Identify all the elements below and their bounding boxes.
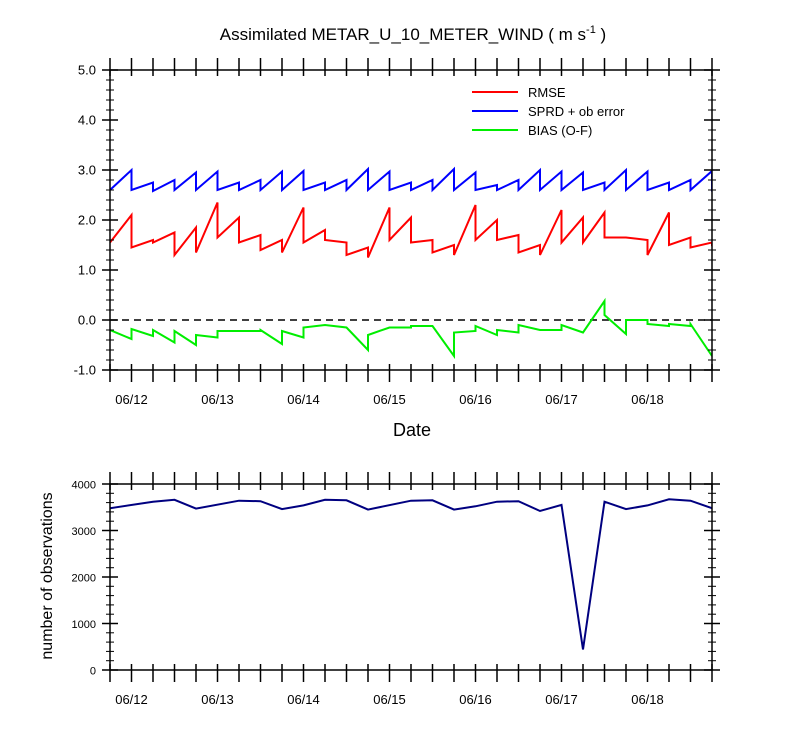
bottom-xtick-label: 06/15 <box>373 692 406 707</box>
top-ytick-label: -1.0 <box>74 363 96 378</box>
bottom-ytick-label: 0 <box>90 666 96 678</box>
bottom-ytick-label: 1000 <box>72 619 96 631</box>
bottom-xtick-label: 06/16 <box>459 692 492 707</box>
top-series-line-sprd-ob-error <box>110 166 712 193</box>
top-ytick-label: 2.0 <box>78 213 96 228</box>
x-axis-label: Date <box>393 420 431 440</box>
top-series-line-bias-o-f <box>110 297 712 360</box>
top-ytick-label: 4.0 <box>78 113 96 128</box>
bottom-series-line-0 <box>110 498 712 650</box>
bottom-xtick-label: 06/12 <box>115 692 148 707</box>
top-xtick-label: 06/18 <box>631 392 664 407</box>
top-xtick-label: 06/14 <box>287 392 320 407</box>
top-ytick-label: 1.0 <box>78 263 96 278</box>
top-xtick-label: 06/12 <box>115 392 148 407</box>
bottom-ytick-label: 4000 <box>72 480 96 492</box>
top-series-line-rmse <box>110 202 712 258</box>
top-legend-label: RMSE <box>528 85 566 100</box>
bottom-ytick-label: 3000 <box>72 526 96 538</box>
top-legend-label: BIAS (O-F) <box>528 123 592 138</box>
bottom-xtick-label: 06/14 <box>287 692 320 707</box>
top-legend-label: SPRD + ob error <box>528 104 625 119</box>
top-xtick-label: 06/15 <box>373 392 406 407</box>
chart-title: Assimilated METAR_U_10_METER_WIND ( m s-… <box>220 24 606 44</box>
top-xtick-label: 06/13 <box>201 392 234 407</box>
top-xtick-label: 06/16 <box>459 392 492 407</box>
top-ytick-label: 3.0 <box>78 163 96 178</box>
top-ytick-label: 0.0 <box>78 313 96 328</box>
bottom-xtick-label: 06/13 <box>201 692 234 707</box>
bottom-ytick-label: 2000 <box>72 573 96 585</box>
y-axis-label: number of observations <box>39 492 56 659</box>
top-xtick-label: 06/17 <box>545 392 578 407</box>
top-ytick-label: 5.0 <box>78 63 96 78</box>
bottom-plot-frame <box>109 483 713 671</box>
bottom-xtick-label: 06/18 <box>631 692 664 707</box>
bottom-xtick-label: 06/17 <box>545 692 578 707</box>
